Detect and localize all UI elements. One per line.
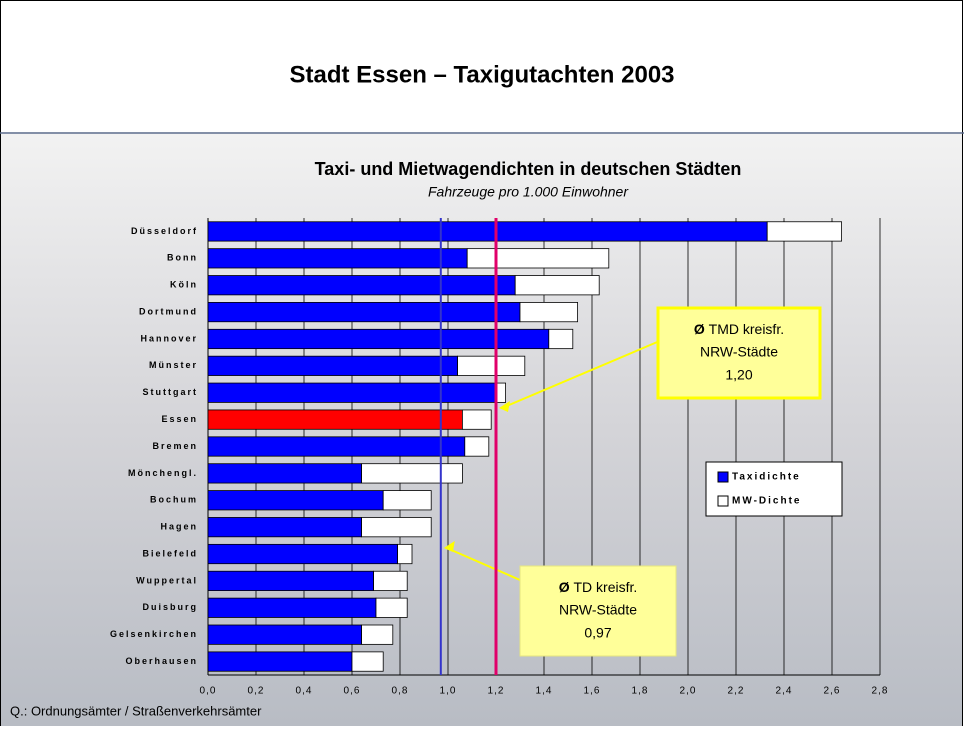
annotation-value: 0,97 xyxy=(584,625,611,641)
annotation-text: Ø TD kreisfr. xyxy=(559,579,638,595)
x-tick-label: 0,2 xyxy=(248,686,265,697)
x-tick-label: 1,4 xyxy=(536,686,553,697)
bar-segment xyxy=(374,571,408,590)
bar-segment xyxy=(458,356,525,375)
annotation-text: Ø TMD kreisfr. xyxy=(694,321,784,337)
bar-segment xyxy=(376,598,407,617)
bar-segment xyxy=(208,464,362,483)
x-tick-label: 0,6 xyxy=(344,686,361,697)
y-tick-label: Essen xyxy=(161,414,198,424)
y-tick-label: Duisburg xyxy=(143,602,199,612)
bar-segment xyxy=(208,302,520,321)
source-note: Q.: Ordnungsämter / Straßenverkehrsämter xyxy=(10,703,262,718)
legend-swatch xyxy=(718,496,728,506)
y-tick-label: Köln xyxy=(170,280,198,290)
bar-segment xyxy=(362,464,463,483)
bar-segment xyxy=(208,544,398,563)
y-tick-label: Wuppertal xyxy=(136,575,198,585)
y-tick-label: Dortmund xyxy=(139,306,198,316)
bar-segment xyxy=(398,544,412,563)
bar-segment xyxy=(352,652,383,671)
y-tick-label: Stuttgart xyxy=(143,387,199,397)
legend-box xyxy=(706,462,842,516)
bar-segment xyxy=(208,410,462,429)
annotation-text: NRW-Städte xyxy=(700,344,778,360)
bar-segment xyxy=(208,598,376,617)
bar-segment xyxy=(767,222,841,241)
bar-segment xyxy=(208,437,465,456)
y-tick-label: Bonn xyxy=(167,253,198,263)
x-tick-label: 1,0 xyxy=(440,686,457,697)
slide-title: Stadt Essen – Taxigutachten 2003 xyxy=(289,61,674,88)
bar-segment xyxy=(208,652,352,671)
annotation-symbol: Ø xyxy=(694,321,705,337)
bar-segment xyxy=(208,517,362,536)
x-tick-label: 0,8 xyxy=(392,686,409,697)
bar-segment xyxy=(208,625,362,644)
bar-segment xyxy=(208,329,549,348)
x-tick-label: 0,0 xyxy=(200,686,217,697)
x-tick-label: 2,2 xyxy=(728,686,745,697)
y-tick-label: Hagen xyxy=(160,522,198,532)
y-tick-label: Bochum xyxy=(150,495,198,505)
bar-segment xyxy=(515,276,599,295)
bar-segment xyxy=(462,410,491,429)
x-tick-label: 2,6 xyxy=(824,686,841,697)
x-tick-label: 2,0 xyxy=(680,686,697,697)
x-tick-label: 2,4 xyxy=(776,686,793,697)
bar-segment xyxy=(208,383,496,402)
x-tick-label: 2,8 xyxy=(872,686,889,697)
y-tick-label: Mönchengl. xyxy=(128,468,198,478)
annotation-text: NRW-Städte xyxy=(559,602,637,618)
y-tick-label: Gelsenkirchen xyxy=(110,629,198,639)
legend-label: Taxidichte xyxy=(732,472,801,483)
annotation-symbol: Ø xyxy=(559,579,570,595)
x-tick-label: 1,8 xyxy=(632,686,649,697)
x-tick-label: 1,2 xyxy=(488,686,505,697)
x-tick-label: 1,6 xyxy=(584,686,601,697)
bar-segment xyxy=(208,249,467,268)
chart-subtitle: Fahrzeuge pro 1.000 Einwohner xyxy=(428,184,629,200)
y-tick-label: Oberhausen xyxy=(125,656,198,666)
legend-swatch xyxy=(718,472,728,482)
y-tick-label: Düsseldorf xyxy=(131,226,198,236)
bar-segment xyxy=(208,571,374,590)
bar-segment xyxy=(467,249,609,268)
bar-segment xyxy=(520,302,578,321)
bar-segment xyxy=(549,329,573,348)
bar-segment xyxy=(362,625,393,644)
legend-label: MW-Dichte xyxy=(732,496,801,507)
y-tick-label: Bremen xyxy=(152,441,198,451)
chart-title: Taxi- und Mietwagendichten in deutschen … xyxy=(315,159,742,179)
annotation-label: TMD kreisfr. xyxy=(709,321,784,337)
bar-segment xyxy=(208,276,515,295)
bar-segment xyxy=(362,517,432,536)
y-tick-label: Hannover xyxy=(140,333,198,343)
y-tick-label: Münster xyxy=(149,360,198,370)
annotation-label: TD kreisfr. xyxy=(574,579,638,595)
y-tick-label: Bielefeld xyxy=(142,548,198,558)
bar-segment xyxy=(208,356,458,375)
bar-segment xyxy=(208,222,767,241)
x-tick-label: 0,4 xyxy=(296,686,313,697)
bar-segment xyxy=(208,491,383,510)
bar-segment xyxy=(383,491,431,510)
annotation-value: 1,20 xyxy=(725,367,752,383)
slide: Stadt Essen – Taxigutachten 2003 Taxi- u… xyxy=(0,0,964,726)
bar-segment xyxy=(465,437,489,456)
